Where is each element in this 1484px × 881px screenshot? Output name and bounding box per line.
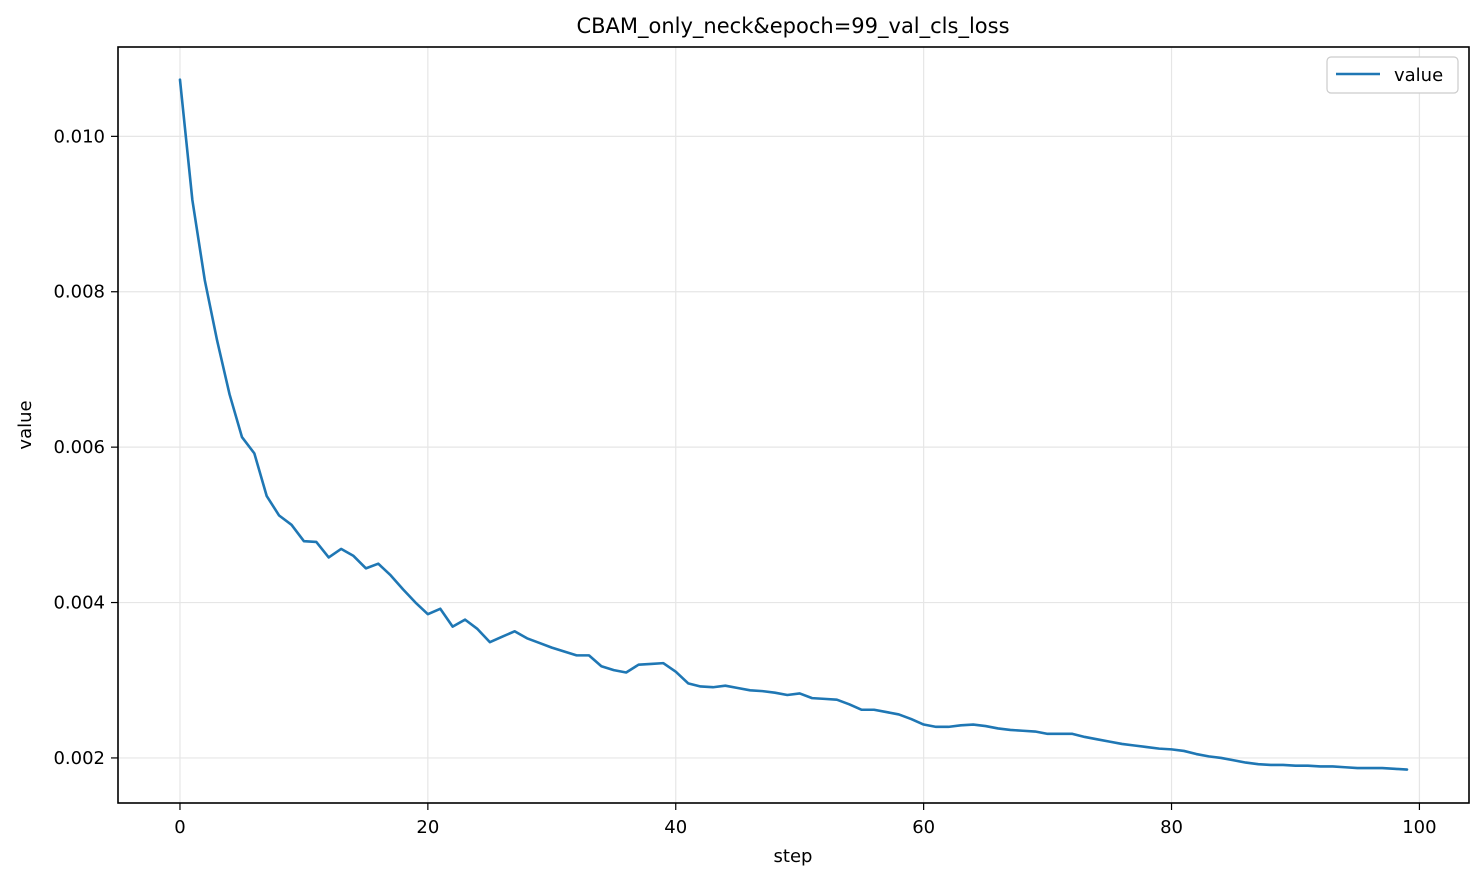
x-tick-label: 60 xyxy=(912,817,935,838)
y-tick-label: 0.002 xyxy=(53,748,105,769)
x-tick-label: 0 xyxy=(174,817,185,838)
x-tick-label: 80 xyxy=(1160,817,1183,838)
y-tick-label: 0.004 xyxy=(53,593,105,614)
x-axis-label: step xyxy=(774,846,813,867)
y-tick-label: 0.010 xyxy=(53,126,105,147)
legend-label-value: value xyxy=(1394,65,1443,86)
x-tick-label: 40 xyxy=(664,817,687,838)
legend: value xyxy=(1327,57,1458,93)
chart-title: CBAM_only_neck&epoch=99_val_cls_loss xyxy=(576,14,1009,39)
x-tick-label: 20 xyxy=(416,817,439,838)
y-axis-label: value xyxy=(15,400,36,449)
x-tick-label: 100 xyxy=(1402,817,1436,838)
y-tick-label: 0.008 xyxy=(53,282,105,303)
y-tick-label: 0.006 xyxy=(53,437,105,458)
